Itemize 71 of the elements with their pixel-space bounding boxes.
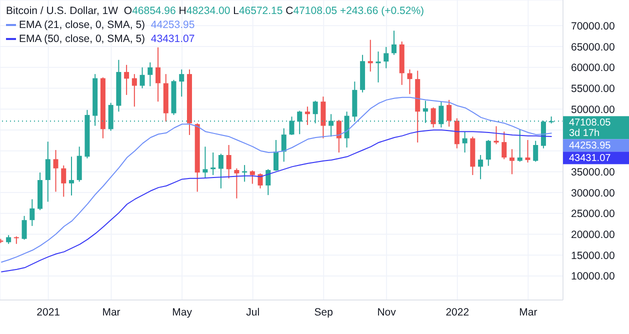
y-tick-label: 65000.00 bbox=[571, 41, 615, 54]
candlestick bbox=[368, 39, 373, 72]
candlestick bbox=[210, 152, 216, 176]
candlestick bbox=[376, 51, 381, 83]
text: Bitcoin / U.S. Dollar, 1W bbox=[6, 5, 120, 17]
x-tick-label: Nov bbox=[377, 306, 397, 318]
candlestick bbox=[156, 46, 161, 102]
annotation: 43431.07 bbox=[150, 32, 195, 46]
text: 3d 17h bbox=[569, 128, 600, 140]
candlestick bbox=[517, 128, 522, 162]
candlestick bbox=[454, 118, 460, 149]
candlestick bbox=[494, 126, 499, 145]
candlestick bbox=[140, 66, 145, 89]
candlestick bbox=[132, 74, 137, 108]
candlestick bbox=[148, 62, 153, 87]
candlestick bbox=[53, 150, 58, 192]
candlestick bbox=[525, 139, 530, 164]
y-tick-label: 30000.00 bbox=[571, 187, 615, 200]
x-tick-label: Mar bbox=[102, 306, 121, 318]
y-tick-label: 25000.00 bbox=[571, 208, 615, 220]
candlestick bbox=[250, 170, 255, 184]
y-tick-label: 50000.00 bbox=[571, 104, 615, 116]
x-tick-label: Jul bbox=[246, 306, 260, 318]
candlestick bbox=[218, 153, 224, 189]
y-tick-label: 60000.00 bbox=[571, 62, 615, 74]
candlestick bbox=[384, 46, 389, 69]
x-tick-label: May bbox=[172, 306, 193, 318]
ref-line-label: 47108.05 bbox=[569, 118, 612, 129]
annotation: 44253.95 bbox=[150, 18, 195, 32]
y-tick-label: 55000.00 bbox=[571, 82, 615, 95]
candlestick bbox=[281, 128, 286, 162]
candlestick bbox=[234, 168, 240, 199]
text: 44253.95 bbox=[569, 140, 611, 152]
candlestick bbox=[68, 156, 74, 196]
candlestick bbox=[45, 141, 50, 202]
x-tick-label: Mar bbox=[519, 306, 538, 318]
candlestick bbox=[486, 139, 491, 166]
candlestick bbox=[22, 215, 27, 240]
legend-label: EMA (21, close, 0, SMA, 5) bbox=[19, 18, 146, 32]
candlestick bbox=[407, 68, 412, 95]
y-tick-label: 15000.00 bbox=[571, 250, 615, 262]
candlestick bbox=[226, 144, 232, 179]
x-tick-label: 2022 bbox=[446, 306, 470, 318]
candlestick bbox=[430, 106, 436, 128]
candlestick bbox=[61, 164, 66, 198]
y-tick-label: 20000.00 bbox=[571, 229, 615, 242]
candlestick bbox=[274, 139, 279, 172]
y-tick-label: 35000.00 bbox=[571, 166, 615, 178]
candlestick bbox=[462, 131, 468, 154]
line-series bbox=[0, 96, 552, 263]
x-tick-label: Sep bbox=[314, 306, 334, 318]
candlestick bbox=[304, 106, 310, 126]
candlestick bbox=[30, 198, 35, 226]
y-tick-label: 70000.00 bbox=[571, 20, 615, 32]
y-tick-label: 10000.00 bbox=[571, 270, 615, 283]
candlestick bbox=[266, 168, 271, 196]
candlestick bbox=[502, 131, 507, 160]
legend-label: EMA (50, close, 0, SMA, 5) bbox=[19, 32, 146, 46]
candlestick bbox=[258, 172, 263, 189]
candlestick bbox=[124, 64, 130, 96]
candlestick bbox=[336, 119, 342, 154]
candlestick bbox=[202, 146, 208, 179]
text: 43431.07 bbox=[569, 153, 611, 164]
annotation: O46854.96 H48234.00 L46572.15 C47108.05 +243.66 (+0.52%) bbox=[124, 5, 424, 17]
candlestick bbox=[510, 148, 514, 175]
candlestick bbox=[533, 140, 538, 162]
candlestick bbox=[392, 30, 397, 56]
candlestick bbox=[179, 68, 184, 98]
x-tick-label: 2021 bbox=[36, 306, 60, 318]
candlestick bbox=[478, 154, 484, 180]
candlestick bbox=[446, 99, 452, 128]
